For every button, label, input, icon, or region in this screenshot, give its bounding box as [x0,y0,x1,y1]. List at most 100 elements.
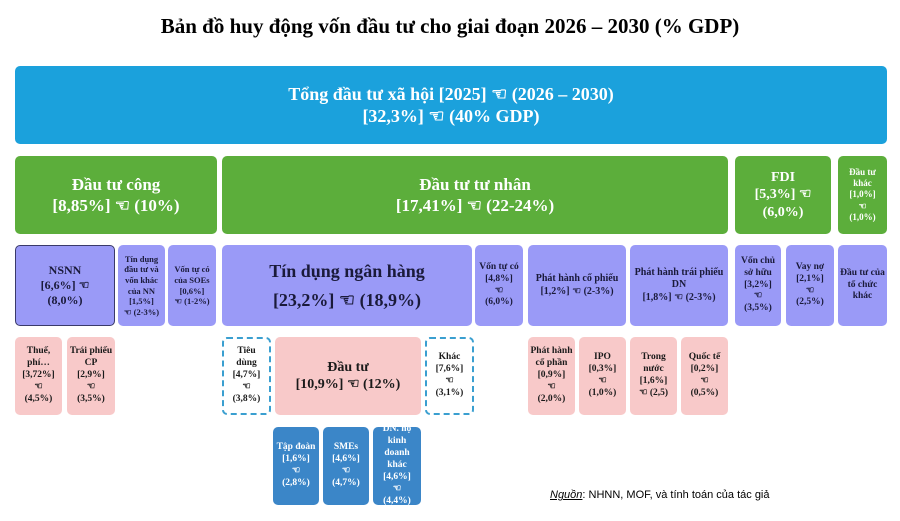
node-value: (1,0%) [849,211,876,222]
node-label: FDI [770,169,796,185]
node-box: Thuế, phí… [3,72%] ☜ (4,5%) [15,337,62,415]
node-label: Trong nước [641,352,666,375]
node-value: (4,4%) [383,495,411,505]
node-box: Đầu tư tư nhân [17,41%] ☜ (22-24%) [222,156,728,234]
node-value: [2,9%] [77,370,105,381]
node-value: (4,5%) [24,393,53,404]
node-label: Phát hành cổ phiếu [535,273,619,284]
node-value: (2,8%) [282,477,310,488]
node-value: (2,5%) [796,297,824,308]
node-value: (2,0%) [537,393,566,404]
node-value: [6,6%] ☜ [40,278,90,292]
node-value: ☜ [494,285,504,296]
node-label: Vốn chủ sở hữu [740,255,776,278]
node-value: [3,2%] [744,279,772,290]
node-value: ☜ [392,483,402,494]
node-value: [10,9%] ☜ (12%) [295,377,401,392]
node-label: Trái phiếu CP [69,346,113,369]
node-value: ☜ [445,376,454,386]
node-value: ☜ [547,381,556,392]
node-label: Đầu tư [327,359,369,375]
node-box: Trong nước [1,6%] ☜ (2,5) [630,337,677,415]
node-label: Quốc tế [688,352,721,363]
node-value: [1,0%] [849,189,876,200]
node-box: Trái phiếu CP [2,9%] ☜ (3,5%) [67,337,115,415]
node-box: Vốn tự có [4,8%] ☜ (6,0%) [475,245,523,326]
node-box: Phát hành cổ phiếu [1,2%] ☜ (2-3%) [528,245,626,326]
node-value: [0,6%] [179,285,205,296]
node-value: [0,3%] [588,364,617,375]
node-value: [0,2%] [690,364,719,375]
node-label: Tiêu dùng [236,346,257,369]
node-label: Phát hành cổ phần [530,346,573,369]
node-value: [4,8%] [485,273,513,284]
node-value: (8,0%) [47,293,83,307]
node-box: Phát hành cổ phần [0,9%] ☜ (2,0%) [528,337,575,415]
node-value: [32,3%] ☜ (40% GDP) [362,106,540,126]
node-value: ☜ [291,466,301,476]
source-text: : NHNN, MOF, và tính toán của tác giả [582,489,770,501]
node-box: NSNN [6,6%] ☜ (8,0%) [15,245,115,326]
node-value: (6,0%) [762,204,804,220]
node-label: SMEs [333,442,359,453]
node-box: Vay nợ [2,1%] ☜ (2,5%) [786,245,834,326]
node-label: Đầu tư của tổ chức khác [840,267,885,302]
node-value: ☜ [598,376,607,386]
node-value: ☜ (1-2%) [174,296,210,307]
node-label: NSNN [48,263,82,277]
title: Bản đồ huy động vốn đầu tư cho giai đoạn… [160,14,740,38]
node-label: Vốn tự có [479,261,519,272]
node-label: Tín dụng đầu tư và vốn khác của NN [124,253,159,296]
node-label: Tổng đầu tư xã hội [2025] ☜ (2026 – 2030… [288,83,614,104]
node-label: Tín dụng ngân hàng [269,261,425,281]
node-value: (4,7%) [332,477,360,488]
node-value: [1,5%] [129,296,154,307]
node-value: [4,7%] [232,370,261,381]
node-box: Tổng đầu tư xã hội [2025] ☜ (2026 – 2030… [15,66,887,144]
node-value: (3,5%) [744,303,772,314]
node-value: [5,3%] ☜ [754,187,812,203]
node-value: ☜ [753,291,763,302]
node-value: (1,0%) [588,387,617,398]
node-box: SMEs [4,6%] ☜ (4,7%) [323,427,369,505]
node-box: Phát hành trái phiếu DN [1,8%] ☜ (2-3%) [630,245,728,326]
source-label: Nguồn [550,489,583,501]
node-value: [7,6%] [435,364,464,375]
node-label: Vốn tự có của SOEs [174,264,210,285]
node-value: [8,85%] ☜ (10%) [52,196,180,215]
node-value: [4,6%] [383,471,411,482]
node-value: ☜ [700,376,709,386]
node-label: Đầu tư tư nhân [419,174,531,194]
node-box: Quốc tế [0,2%] ☜ (0,5%) [681,337,728,415]
node-box: DN. hộ kinh doanh khác [4,6%] ☜ (4,4%) [373,427,421,505]
node-label: Đầu tư công [71,174,161,194]
node-box: Đầu tư công [8,85%] ☜ (10%) [15,156,217,234]
node-value: [17,41%] ☜ (22-24%) [395,196,555,215]
node-value: [1,2%] ☜ (2-3%) [540,285,614,297]
node-box: FDI [5,3%] ☜ (6,0%) [735,156,831,234]
node-value: ☜ (2-3%) [123,306,160,317]
node-value: [1,6%] [282,454,310,465]
node-label: Tập đoàn [276,442,316,453]
node-value: ☜ [34,381,43,392]
node-box: Đầu tư của tổ chức khác [838,245,887,326]
node-label: Khác [438,352,461,363]
node-box: Vốn chủ sở hữu [3,2%] ☜ (3,5%) [735,245,781,326]
node-value: (0,5%) [690,387,719,398]
node-box: Tiêu dùng [4,7%] ☜ (3,8%) [222,337,271,415]
node-box: Tín dụng ngân hàng [23,2%] ☜ (18,9%) [222,245,472,326]
node-label: DN. hộ kinh doanh khác [382,427,412,471]
node-value: [1,8%] ☜ (2-3%) [642,291,716,303]
node-value: [2,1%] [796,273,824,284]
node-value: (3,8%) [232,393,261,404]
node-label: Đầu tư khác [849,166,876,189]
node-box: Tín dụng đầu tư và vốn khác của NN [1,5%]… [118,245,165,326]
node-value: ☜ [805,285,815,296]
node-value: [4,6%] [332,454,360,465]
node-box: Tập đoàn [1,6%] ☜ (2,8%) [273,427,319,505]
node-value: ☜ [341,466,351,476]
node-value: ☜ [86,381,96,392]
node-value: ☜ [858,200,867,211]
node-label: Phát hành trái phiếu DN [634,266,724,291]
